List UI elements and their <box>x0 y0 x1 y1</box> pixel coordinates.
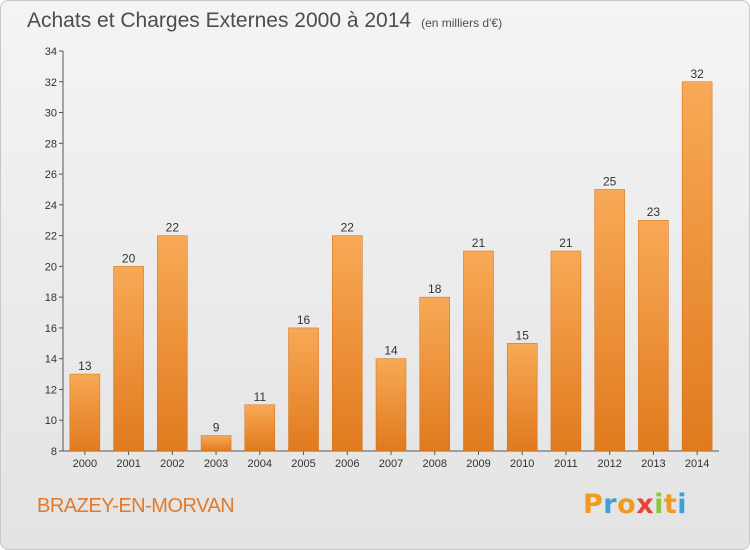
data-label-2004: 11 <box>254 390 267 404</box>
x-tick-label-2002: 2002 <box>160 458 184 470</box>
logo-letter: x <box>636 489 655 520</box>
y-tick-label: 8 <box>51 446 57 458</box>
y-tick-label: 26 <box>45 169 57 181</box>
x-tick-label-2003: 2003 <box>204 458 228 470</box>
bar-2007 <box>375 358 407 452</box>
bar-2004 <box>244 404 276 452</box>
y-tick-label: 32 <box>45 77 57 89</box>
data-label-2002: 22 <box>166 221 180 235</box>
y-tick-label: 10 <box>45 415 57 427</box>
logo-letter: t <box>663 489 678 520</box>
proxiti-logo[interactable]: Proxiti <box>583 489 687 520</box>
data-label-2001: 20 <box>122 251 136 265</box>
logo-letter: i <box>654 489 664 520</box>
bar-2013 <box>638 219 669 452</box>
logo-letter: i <box>677 489 688 520</box>
chart-title-unit: (en milliers d'€) <box>421 16 503 30</box>
x-tick-label-2011: 2011 <box>554 458 578 470</box>
x-tick-label-2005: 2005 <box>291 458 315 470</box>
data-label-2014: 32 <box>690 67 704 81</box>
x-tick-label-2008: 2008 <box>422 458 446 470</box>
y-tick-label: 14 <box>45 354 57 366</box>
x-tick-label-2007: 2007 <box>379 458 403 470</box>
bar-2006 <box>332 235 363 452</box>
bar-2005 <box>288 327 319 452</box>
y-tick-label: 16 <box>45 323 57 335</box>
chart-title: Achats et Charges Externes 2000 à 2014 (e… <box>27 9 502 33</box>
data-label-2012: 25 <box>603 174 617 188</box>
y-tick-label: 34 <box>45 46 57 58</box>
data-label-2007: 14 <box>384 344 398 358</box>
logo-letter: P <box>583 489 604 520</box>
data-label-2005: 16 <box>297 313 311 327</box>
chart-title-main: Achats et Charges Externes 2000 à 2014 <box>27 9 412 32</box>
data-label-2010: 15 <box>516 328 530 342</box>
x-tick-label-2010: 2010 <box>510 458 534 470</box>
x-tick-label-2012: 2012 <box>597 458 621 470</box>
data-label-2003: 9 <box>213 421 220 435</box>
bar-2009 <box>463 250 494 452</box>
y-tick-label: 24 <box>45 200 57 212</box>
chart-labels: 8 10 12 14 16 18 20 22 24 26 28 30 32 34 13 2000 20 2001 2… <box>45 46 710 470</box>
x-tick-label-2013: 2013 <box>641 458 665 470</box>
y-tick-label: 22 <box>45 231 57 243</box>
x-tick-label-2009: 2009 <box>466 458 490 470</box>
bar-2012 <box>594 189 625 452</box>
y-tick-label: 28 <box>45 138 57 150</box>
bar-2003 <box>200 435 232 452</box>
logo-letter: r <box>603 489 618 520</box>
y-tick-label: 20 <box>45 261 57 273</box>
x-tick-label-2014: 2014 <box>685 458 709 470</box>
bar-2010 <box>506 343 538 452</box>
y-tick-label: 30 <box>45 108 57 120</box>
data-label-2011: 21 <box>559 236 573 250</box>
bar-2001 <box>113 266 144 452</box>
x-tick-label-2006: 2006 <box>335 458 359 470</box>
data-label-2013: 23 <box>647 205 661 219</box>
bar-2000 <box>69 373 101 452</box>
y-tick-label: 12 <box>45 384 57 396</box>
bar-2011 <box>550 250 582 452</box>
place-name: BRAZEY-EN-MORVAN <box>37 495 235 517</box>
bar-2008 <box>419 296 450 452</box>
x-tick-label-2001: 2001 <box>116 458 140 470</box>
data-label-2009: 21 <box>472 236 486 250</box>
bar-2014 <box>681 81 713 452</box>
x-tick-label-2000: 2000 <box>73 458 97 470</box>
data-label-2008: 18 <box>428 282 442 296</box>
bar-2002 <box>157 235 188 452</box>
x-tick-label-2004: 2004 <box>248 458 272 470</box>
logo-letter: o <box>617 489 637 520</box>
data-label-2000: 13 <box>78 359 92 373</box>
data-label-2006: 22 <box>341 221 355 235</box>
y-tick-label: 18 <box>45 292 57 304</box>
chart-bars <box>69 81 713 452</box>
